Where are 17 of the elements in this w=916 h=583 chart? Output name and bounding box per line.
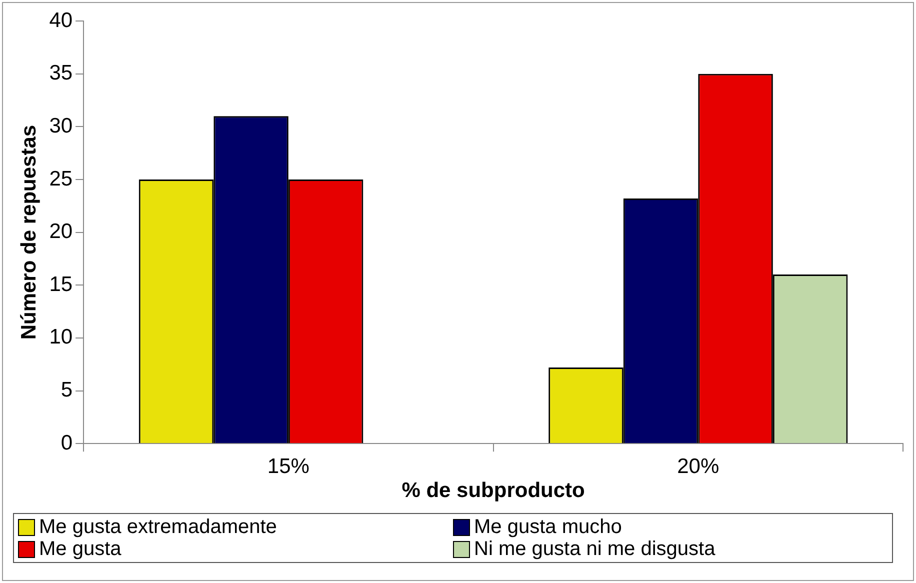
y-tick-label: 30: [49, 114, 73, 138]
legend-label: Me gusta extremadamente: [39, 516, 277, 538]
y-tick-label: 40: [49, 8, 73, 32]
y-tick-label: 25: [49, 167, 73, 190]
x-tick-label: 15%: [267, 454, 310, 478]
x-tick-label: 20%: [677, 454, 720, 478]
y-tick-label: 20: [49, 220, 73, 244]
legend-label: Ni me gusta ni me disgusta: [474, 538, 716, 560]
y-tick-label: 5: [60, 378, 73, 402]
legend-label: Me gusta mucho: [474, 516, 622, 538]
y-tick-label: 15: [49, 272, 73, 296]
y-tick-label: 10: [49, 326, 73, 349]
legend-label: Me gusta: [39, 538, 122, 560]
x-axis-title: % de subproducto: [402, 479, 585, 502]
y-tick-label: 0: [60, 431, 73, 454]
y-axis-title: Número de repuestas: [17, 124, 40, 340]
y-tick-label: 35: [49, 62, 73, 85]
